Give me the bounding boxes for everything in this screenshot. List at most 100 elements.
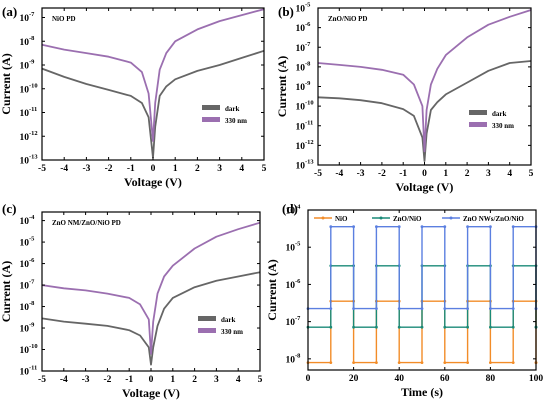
data-point	[352, 225, 355, 229]
data-point	[397, 361, 401, 364]
y-tick-exponent: -9	[305, 80, 311, 87]
y-tick-label: 10	[296, 103, 306, 113]
y-tick-exponent: -10	[305, 100, 314, 107]
legend-label: 330 nm	[492, 122, 514, 130]
x-tick-label: 0	[149, 375, 154, 385]
x-tick-label: 100	[529, 374, 544, 384]
y-tick-label: 10	[20, 346, 30, 356]
data-point	[420, 225, 424, 229]
data-point	[443, 307, 447, 310]
sample-label: NiO PD	[52, 15, 76, 23]
x-tick-label: 40	[394, 374, 404, 384]
x-tick-label: -4	[60, 375, 68, 385]
y-tick-base: 10	[296, 103, 306, 113]
x-tick-label: 2	[192, 375, 197, 385]
y-tick-label: 10	[286, 207, 296, 217]
x-tick-label: 4	[236, 375, 241, 385]
data-point	[511, 225, 515, 229]
y-tick-base: 10	[20, 325, 30, 335]
y-axis-title: Current (A)	[275, 56, 289, 117]
x-tick-label: 4	[239, 164, 244, 174]
x-tick-label: -1	[125, 375, 133, 385]
y-tick-base: 10	[20, 303, 30, 313]
legend-marker	[379, 216, 383, 220]
data-point	[466, 225, 469, 229]
x-tick-label: -2	[105, 164, 113, 174]
legend-label: dark	[221, 316, 236, 324]
data-point	[329, 361, 333, 364]
y-tick-label: 10	[296, 142, 306, 152]
series-line-dark	[41, 271, 261, 366]
x-tick-label: -5	[38, 375, 46, 385]
y-tick-exponent: -10	[29, 343, 38, 350]
legend-swatch	[469, 110, 487, 115]
y-axis-title: Current (A)	[0, 53, 13, 114]
y-tick-label: 10	[296, 5, 306, 15]
data-point	[420, 361, 424, 364]
data-point	[352, 325, 355, 329]
legend-swatch	[469, 122, 487, 127]
y-tick-exponent: -5	[29, 236, 35, 243]
y-tick-exponent: -11	[305, 119, 313, 126]
data-point	[329, 225, 333, 229]
legend-label: dark	[225, 105, 240, 113]
data-point	[397, 307, 401, 310]
x-tick-label: 80	[486, 374, 496, 384]
data-point	[375, 325, 378, 329]
y-tick-exponent: -4	[295, 204, 301, 211]
y-tick-base: 10	[296, 162, 306, 172]
series-line-330-nm	[317, 9, 532, 153]
legend-label: ZnO NWs/ZnO/NiO	[463, 215, 524, 223]
y-tick-label: 10	[296, 83, 306, 93]
x-tick-label: -1	[399, 169, 407, 179]
y-tick-label: 10	[20, 282, 30, 292]
legend-label: dark	[492, 110, 507, 118]
y-tick-base: 10	[286, 281, 296, 291]
y-tick-label: 10	[20, 109, 30, 119]
data-point	[443, 325, 447, 329]
y-tick-base: 10	[20, 62, 30, 72]
y-tick-base: 10	[286, 355, 296, 365]
legend-swatch	[198, 316, 216, 321]
y-tick-base: 10	[20, 282, 30, 292]
y-tick-base: 10	[20, 85, 30, 95]
x-axis-title: Voltage (V)	[396, 180, 454, 194]
y-tick-exponent: -13	[305, 159, 314, 166]
x-tick-label: 1	[170, 375, 175, 385]
data-point	[489, 225, 492, 229]
x-axis-title: Voltage (V)	[122, 386, 180, 400]
x-tick-label: -2	[103, 375, 111, 385]
y-tick-base: 10	[20, 217, 30, 227]
data-point	[466, 361, 469, 364]
data-point	[329, 307, 333, 310]
panel-letter: (c)	[2, 201, 16, 216]
y-tick-base: 10	[20, 260, 30, 270]
x-tick-label: 60	[440, 374, 450, 384]
y-tick-label: 10	[286, 318, 296, 328]
y-tick-exponent: -5	[295, 241, 301, 248]
x-tick-label: -5	[38, 164, 46, 174]
data-point	[511, 325, 515, 329]
y-tick-base: 10	[296, 142, 306, 152]
data-point	[489, 325, 492, 329]
y-tick-label: 10	[296, 24, 306, 34]
y-tick-label: 10	[20, 217, 30, 227]
legend-swatch	[202, 117, 220, 122]
y-tick-label: 10	[296, 44, 306, 54]
data-point	[420, 325, 424, 329]
y-tick-label: 10	[20, 157, 30, 167]
y-tick-exponent: -11	[29, 365, 37, 372]
y-tick-base: 10	[20, 346, 30, 356]
y-tick-base: 10	[286, 207, 296, 217]
legend-label: 330 nm	[221, 328, 243, 336]
series-line-dark	[41, 49, 265, 159]
y-tick-base: 10	[20, 14, 30, 24]
x-tick-label: -1	[127, 164, 135, 174]
y-tick-base: 10	[296, 83, 306, 93]
y-tick-label: 10	[20, 133, 30, 143]
data-point	[420, 307, 424, 310]
sample-label: ZnO/NiO PD	[328, 15, 367, 23]
data-point	[489, 307, 492, 310]
